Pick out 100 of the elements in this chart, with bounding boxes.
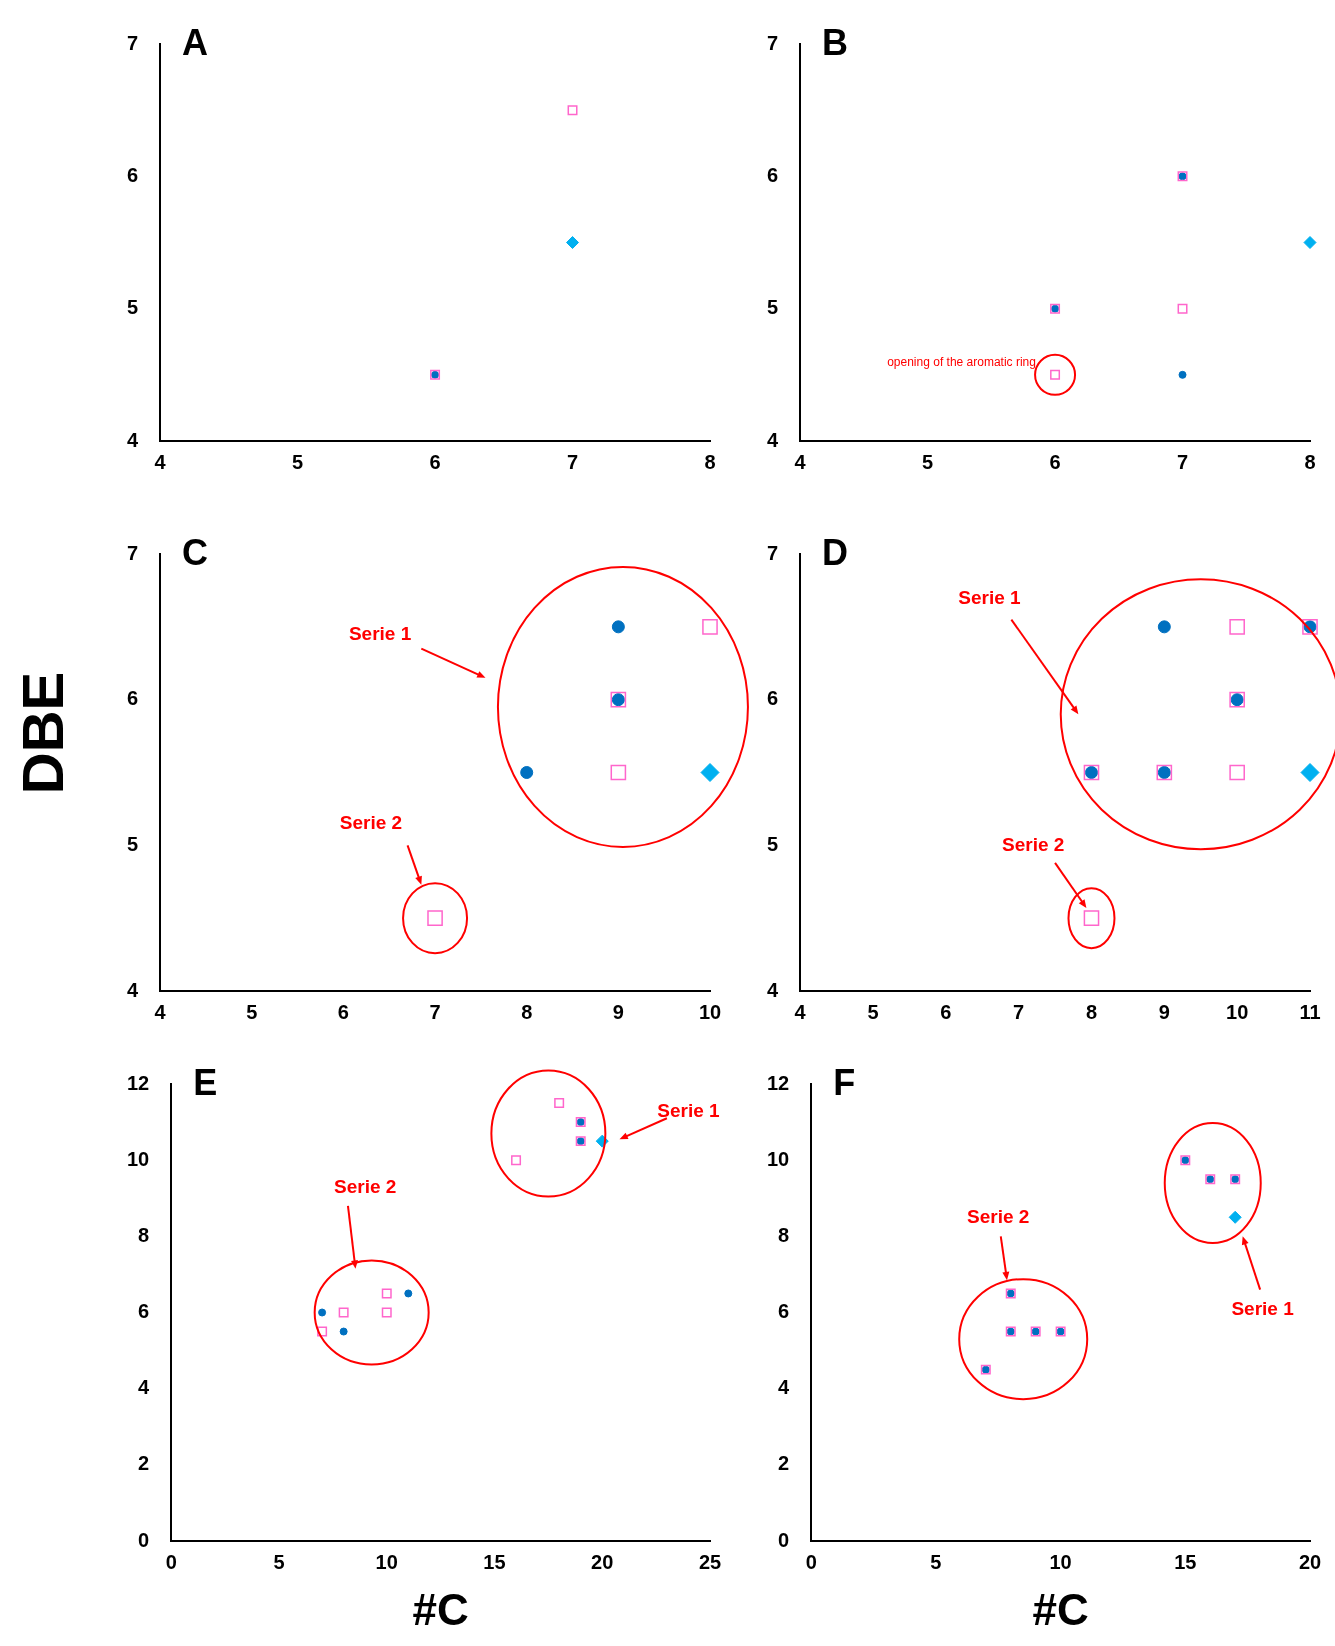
y-tick-label: 4: [767, 428, 779, 451]
y-tick-label: 8: [138, 1223, 150, 1246]
y-tick-label: 6: [767, 163, 779, 186]
x-tick-label: 4: [794, 1000, 807, 1023]
y-tick-label: 7: [127, 31, 139, 54]
x-tick-label: 10: [1049, 1550, 1072, 1573]
x-tick-label: 0: [805, 1550, 817, 1573]
point: [1228, 1210, 1242, 1224]
point: [1300, 763, 1320, 782]
y-tick-label: 12: [127, 1071, 150, 1094]
point: [338, 1307, 349, 1318]
y-tick-label: 5: [767, 832, 779, 855]
annotation: Serie 2: [334, 1175, 397, 1198]
x-tick-label: 20: [1298, 1550, 1322, 1573]
y-tick-label: 0: [778, 1528, 790, 1551]
x-tick-label: 5: [273, 1550, 285, 1573]
x-tick-label: 20: [591, 1550, 614, 1573]
y-tick-label: 6: [778, 1300, 790, 1323]
point: [404, 1289, 413, 1298]
x-tick-label: 11: [1299, 1000, 1321, 1023]
x-tick-label: 5: [246, 1000, 258, 1023]
point: [567, 105, 578, 116]
x-tick-label: 7: [1176, 450, 1189, 473]
y-tick-label: 5: [127, 296, 139, 319]
annotation: Serie 1: [1231, 1297, 1294, 1320]
y-tick-label: 7: [767, 541, 779, 564]
y-tick-label: 4: [127, 428, 139, 451]
y-tick-label: 10: [127, 1147, 150, 1170]
x-tick-label: 9: [1158, 1000, 1170, 1023]
y-tick-label: 5: [767, 296, 779, 319]
point: [1178, 370, 1187, 379]
x-axis-title: #C: [412, 1585, 469, 1635]
chart-title: D: [822, 532, 849, 574]
point: [511, 1155, 522, 1166]
y-tick-label: 10: [767, 1147, 790, 1170]
point: [611, 620, 625, 634]
point: [381, 1307, 392, 1318]
point: [1229, 619, 1245, 635]
point: [339, 1327, 348, 1336]
x-tick-label: 6: [337, 1000, 349, 1023]
x-tick-label: 4: [154, 1000, 167, 1023]
x-tick-label: 8: [704, 450, 716, 473]
y-tick-label: 6: [127, 163, 139, 186]
point: [318, 1308, 327, 1317]
point: [700, 763, 720, 782]
y-tick-label: 12: [767, 1071, 790, 1094]
x-tick-label: 10: [698, 1000, 722, 1023]
x-tick-label: 5: [922, 450, 934, 473]
chart-title: F: [833, 1062, 856, 1104]
chart-title: C: [182, 532, 209, 574]
point: [520, 766, 534, 779]
x-tick-label: 25: [698, 1550, 722, 1573]
annotation: Serie 2: [339, 812, 403, 835]
y-axis-title: DBE: [8, 671, 76, 794]
point: [1157, 620, 1171, 634]
x-tick-label: 10: [375, 1550, 398, 1573]
y-tick-label: 7: [767, 31, 779, 54]
x-tick-label: 7: [1013, 1000, 1025, 1023]
chart-title: A: [182, 22, 209, 64]
x-tick-label: 8: [1304, 450, 1316, 473]
y-tick-label: 0: [138, 1528, 150, 1551]
x-tick-label: 4: [154, 450, 167, 473]
x-tick-label: 5: [930, 1550, 942, 1573]
x-tick-label: 6: [429, 450, 441, 473]
x-tick-label: 8: [521, 1000, 533, 1023]
point: [566, 236, 580, 249]
x-tick-label: 5: [292, 450, 304, 473]
annotation: opening of the aromatic ring: [887, 354, 1036, 369]
y-tick-label: 6: [127, 687, 139, 710]
annotation: Serie 1: [958, 586, 1021, 609]
point: [1229, 764, 1245, 781]
y-tick-label: 6: [138, 1300, 150, 1323]
x-tick-label: 15: [483, 1550, 506, 1573]
x-tick-label: 7: [566, 450, 579, 473]
x-tick-label: 10: [1226, 1000, 1249, 1023]
y-tick-label: 4: [767, 978, 779, 1001]
x-tick-label: 6: [1049, 450, 1061, 473]
x-tick-label: 4: [794, 450, 807, 473]
x-tick-label: 7: [429, 1000, 441, 1023]
point: [317, 1326, 328, 1337]
chart-title: B: [822, 22, 849, 64]
annotation: Serie 2: [1002, 834, 1065, 857]
point: [554, 1098, 565, 1109]
y-tick-label: 4: [127, 978, 139, 1001]
y-tick-label: 7: [127, 541, 139, 564]
x-tick-label: 0: [165, 1550, 177, 1573]
y-tick-label: 4: [778, 1376, 791, 1399]
point: [610, 764, 627, 781]
y-tick-label: 4: [138, 1376, 151, 1399]
point: [702, 619, 718, 635]
point: [381, 1288, 392, 1299]
annotation: Serie 1: [348, 623, 412, 646]
x-tick-label: 15: [1174, 1550, 1197, 1573]
x-tick-label: 8: [1085, 1000, 1098, 1023]
annotation: Serie 2: [967, 1206, 1030, 1229]
chart-title: E: [193, 1062, 218, 1104]
point: [1303, 236, 1317, 249]
point: [1177, 303, 1188, 314]
y-tick-label: 2: [778, 1452, 790, 1475]
y-tick-label: 6: [767, 687, 779, 710]
